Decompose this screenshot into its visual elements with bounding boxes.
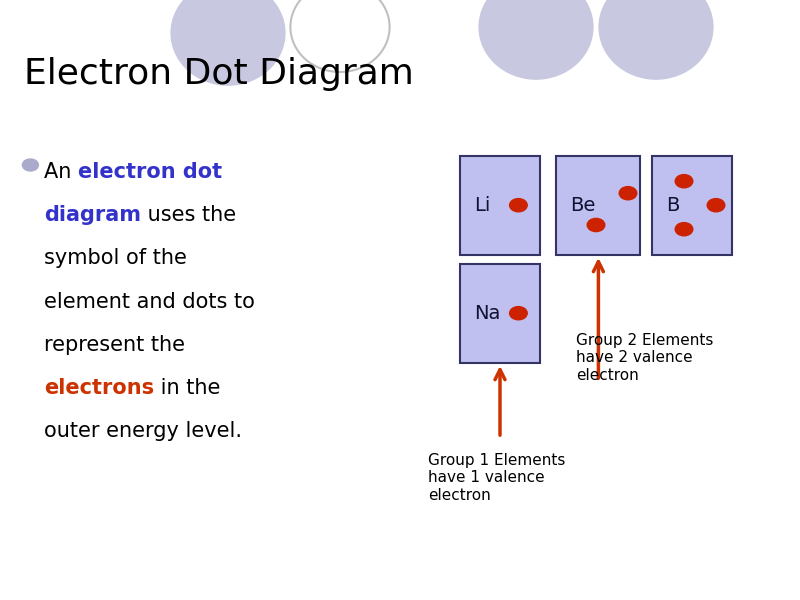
- Circle shape: [510, 307, 527, 320]
- Text: in the: in the: [154, 378, 221, 398]
- Text: symbol of the: symbol of the: [44, 248, 187, 268]
- Text: outer energy level.: outer energy level.: [44, 421, 242, 441]
- Text: Group 1 Elements
have 1 valence
electron: Group 1 Elements have 1 valence electron: [428, 453, 566, 503]
- Text: Electron Dot Diagram: Electron Dot Diagram: [24, 57, 414, 91]
- Circle shape: [587, 218, 605, 232]
- Bar: [556, 156, 640, 255]
- Ellipse shape: [290, 0, 390, 72]
- Circle shape: [22, 159, 38, 171]
- Bar: [652, 156, 732, 255]
- Text: element and dots to: element and dots to: [44, 292, 255, 311]
- Text: B: B: [666, 196, 680, 215]
- Text: electron dot: electron dot: [78, 162, 222, 182]
- Circle shape: [707, 199, 725, 212]
- Text: diagram: diagram: [44, 205, 141, 225]
- Circle shape: [510, 199, 527, 212]
- Text: Na: Na: [474, 304, 501, 323]
- Ellipse shape: [170, 0, 286, 86]
- Ellipse shape: [478, 0, 594, 80]
- Text: uses the: uses the: [141, 205, 236, 225]
- Text: Li: Li: [474, 196, 490, 215]
- Circle shape: [675, 175, 693, 188]
- Text: represent the: represent the: [44, 335, 185, 355]
- Text: An: An: [44, 162, 78, 182]
- Circle shape: [619, 187, 637, 200]
- Bar: [460, 264, 540, 363]
- Ellipse shape: [598, 0, 714, 80]
- Circle shape: [675, 223, 693, 236]
- Text: Group 2 Elements
have 2 valence
electron: Group 2 Elements have 2 valence electron: [576, 333, 714, 383]
- Bar: [460, 156, 540, 255]
- Text: Be: Be: [570, 196, 596, 215]
- Text: electrons: electrons: [44, 378, 154, 398]
